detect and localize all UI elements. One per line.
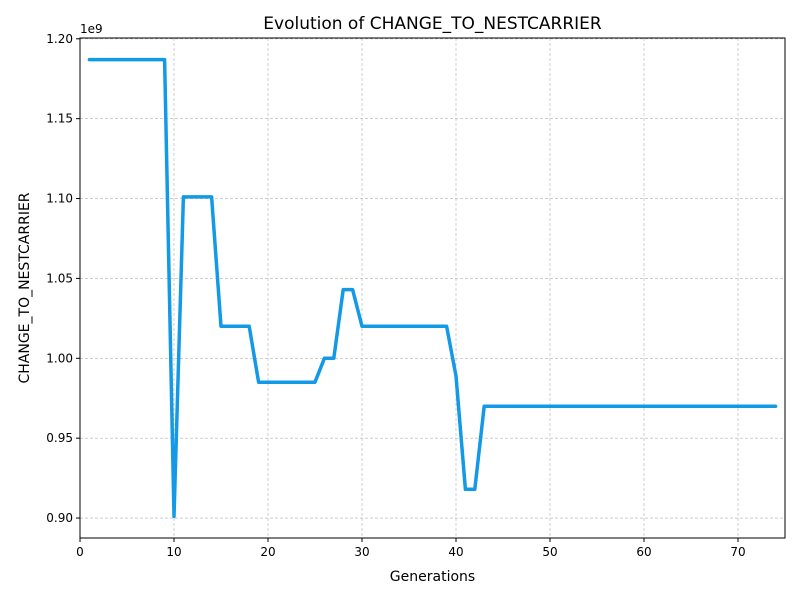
y-tick-label: 1.00 bbox=[46, 351, 73, 365]
x-tick-label: 0 bbox=[76, 545, 84, 559]
y-axis: 0.90 0.95 1.00 1.05 1.10 1.15 1.20 bbox=[46, 32, 80, 525]
series-layer bbox=[87, 57, 778, 519]
x-tick-label: 70 bbox=[730, 545, 745, 559]
x-tick-label: 10 bbox=[166, 545, 181, 559]
chart-title: Evolution of CHANGE_TO_NESTCARRIER bbox=[263, 14, 602, 34]
x-tick-label: 40 bbox=[448, 545, 463, 559]
y-tick-label: 1.20 bbox=[46, 32, 73, 46]
y-tick-label: 0.95 bbox=[46, 431, 73, 445]
y-tick-label: 1.15 bbox=[46, 112, 73, 126]
y-tick-label: 1.05 bbox=[46, 271, 73, 285]
x-tick-label: 30 bbox=[354, 545, 369, 559]
x-tick-label: 60 bbox=[636, 545, 651, 559]
x-axis: 0 10 20 30 40 50 60 70 bbox=[76, 538, 746, 559]
y-tick-label: 0.90 bbox=[46, 511, 73, 525]
y-tick-label: 1.10 bbox=[46, 192, 73, 206]
y-offset-label: 1e9 bbox=[80, 22, 103, 36]
x-tick-label: 20 bbox=[260, 545, 275, 559]
plot-frame bbox=[79, 37, 786, 539]
grid bbox=[79, 38, 785, 538]
x-axis-label: Generations bbox=[390, 569, 475, 585]
y-axis-label: CHANGE_TO_NESTCARRIER bbox=[17, 192, 33, 383]
x-tick-label: 50 bbox=[542, 545, 557, 559]
series-line bbox=[87, 57, 778, 519]
